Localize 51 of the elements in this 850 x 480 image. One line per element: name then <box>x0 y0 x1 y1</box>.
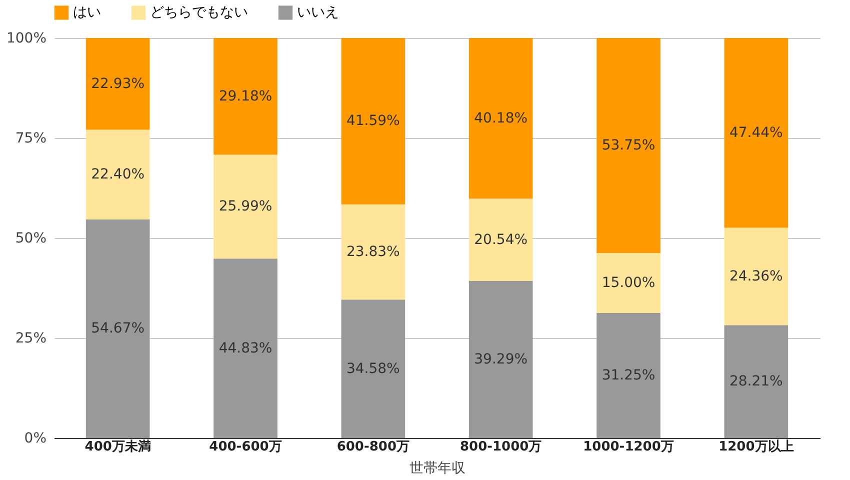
data-label: 47.44% <box>729 124 783 141</box>
x-tick-label: 1000-1200万 <box>583 440 674 454</box>
data-label: 54.67% <box>91 320 145 337</box>
data-label: 15.00% <box>602 275 656 291</box>
legend-label: どちらでもない <box>150 4 248 21</box>
x-tick-label: 600-800万 <box>336 440 410 454</box>
bar <box>724 228 788 326</box>
bar <box>214 154 278 259</box>
y-tick-label: 25% <box>15 330 46 346</box>
y-tick-label: 75% <box>15 130 46 146</box>
bar <box>86 219 150 438</box>
data-label: 22.93% <box>91 76 145 92</box>
bar <box>724 325 788 438</box>
bar <box>596 38 660 253</box>
bar <box>341 204 406 300</box>
data-label: 53.75% <box>602 138 656 154</box>
data-label: 20.54% <box>474 232 528 248</box>
data-label: 40.18% <box>474 110 528 126</box>
bar <box>468 38 533 199</box>
x-tick-label: 400-600万 <box>209 440 282 454</box>
legend-label: はい <box>73 4 101 21</box>
bar <box>86 38 150 130</box>
bar <box>86 130 150 220</box>
x-tick-label: 800-1000万 <box>460 440 542 454</box>
bar <box>341 300 406 438</box>
data-label: 44.83% <box>218 340 272 356</box>
data-label: 25.99% <box>218 198 272 215</box>
data-label: 39.29% <box>474 351 528 368</box>
bar <box>214 258 278 438</box>
y-tick-label: 100% <box>6 30 46 46</box>
y-tick-label: 50% <box>15 230 46 246</box>
bar <box>468 198 533 281</box>
legend-label: いいえ <box>297 4 339 21</box>
bar <box>596 253 660 313</box>
bar <box>468 280 533 438</box>
data-label: 41.59% <box>346 113 400 130</box>
data-label: 31.25% <box>602 368 656 384</box>
data-label: 28.21% <box>729 374 783 390</box>
bar <box>596 313 660 438</box>
y-tick-label: 0% <box>24 430 46 446</box>
data-label: 24.36% <box>729 268 783 284</box>
bar <box>341 38 406 204</box>
x-axis-title: 世帯年収 <box>410 460 466 476</box>
data-label: 23.83% <box>346 244 400 260</box>
data-label: 29.18% <box>218 88 272 104</box>
data-label: 22.40% <box>91 166 145 183</box>
bar <box>214 38 278 155</box>
x-tick-label: 400万未満 <box>84 440 151 454</box>
bar <box>724 38 788 228</box>
data-label: 34.58% <box>346 360 400 377</box>
x-tick-label: 1200万以上 <box>718 440 794 454</box>
